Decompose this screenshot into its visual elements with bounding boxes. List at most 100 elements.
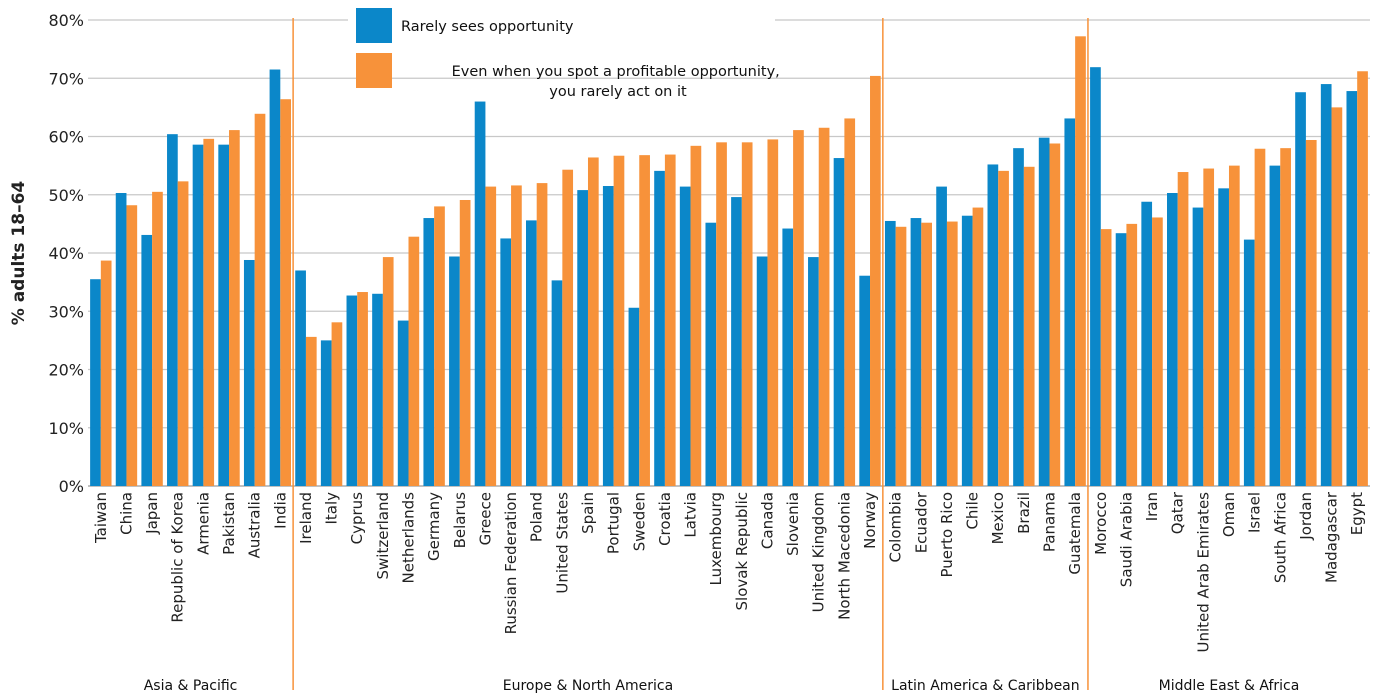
- bar-north-macedonia-rarely-sees: [833, 158, 845, 487]
- bar-south-africa-rarely-sees: [1269, 165, 1281, 486]
- category-label-armenia: Armenia: [194, 492, 212, 555]
- category-label-qatar: Qatar: [1169, 491, 1187, 534]
- bars: [90, 36, 1368, 487]
- bar-egypt-rarely-acts: [1357, 71, 1368, 486]
- bar-chile-rarely-sees: [961, 215, 973, 486]
- category-label-germany: Germany: [425, 492, 443, 561]
- bar-morocco-rarely-acts: [1100, 229, 1112, 486]
- bar-russian-federation-rarely-acts: [511, 185, 522, 486]
- bar-united-states-rarely-sees: [551, 280, 563, 486]
- bar-spain-rarely-sees: [577, 190, 588, 486]
- bar-netherlands-rarely-acts: [408, 236, 420, 486]
- y-tick-50: 50%: [48, 186, 84, 205]
- bar-guatemala-rarely-sees: [1064, 118, 1076, 486]
- bar-ireland-rarely-sees: [295, 270, 306, 486]
- bar-mexico-rarely-sees: [987, 164, 999, 486]
- bar-poland-rarely-acts: [536, 183, 548, 486]
- bar-qatar-rarely-sees: [1167, 193, 1178, 486]
- bar-latvia-rarely-sees: [679, 186, 691, 486]
- category-label-belarus: Belarus: [451, 492, 469, 549]
- bar-luxembourg-rarely-sees: [705, 222, 717, 486]
- bar-japan-rarely-sees: [141, 234, 153, 486]
- category-label-portugal: Portugal: [605, 492, 623, 554]
- category-label-canada: Canada: [758, 492, 776, 549]
- bar-belarus-rarely-acts: [459, 199, 471, 486]
- bar-israel-rarely-sees: [1243, 239, 1255, 486]
- region-label-middle-east-africa: Middle East & Africa: [1159, 678, 1300, 694]
- legend-label-rarely-acts-line1: Even when you spot a profitable opportun…: [452, 64, 780, 80]
- bar-netherlands-rarely-sees: [397, 320, 409, 486]
- category-label-iran: Iran: [1143, 492, 1161, 521]
- y-tick-labels: 0% 10% 20% 30% 40% 50% 60% 70% 80%: [48, 11, 84, 496]
- bar-poland-rarely-sees: [526, 220, 537, 486]
- bar-portugal-rarely-acts: [613, 155, 625, 486]
- bar-south-africa-rarely-acts: [1280, 148, 1291, 486]
- bar-brazil-rarely-acts: [1023, 166, 1035, 487]
- bar-madagascar-rarely-sees: [1320, 84, 1332, 486]
- bar-switzerland-rarely-sees: [372, 293, 383, 486]
- bar-sweden-rarely-sees: [628, 307, 640, 486]
- bar-canada-rarely-sees: [756, 256, 768, 486]
- bar-taiwan-rarely-sees: [90, 279, 101, 486]
- bar-india-rarely-sees: [269, 69, 281, 486]
- bar-croatia-rarely-sees: [654, 170, 665, 486]
- bar-slovenia-rarely-sees: [782, 228, 794, 486]
- y-tick-0: 0%: [59, 477, 84, 496]
- bar-ireland-rarely-acts: [305, 336, 317, 486]
- category-label-brazil: Brazil: [1015, 492, 1033, 534]
- bar-united-states-rarely-acts: [562, 169, 574, 486]
- legend-label-rarely-sees-opportunity: Rarely sees opportunity: [401, 19, 574, 35]
- category-label-puerto-rico: Puerto Rico: [938, 492, 956, 578]
- bar-egypt-rarely-sees: [1346, 91, 1358, 486]
- category-label-ecuador: Ecuador: [912, 491, 930, 553]
- bar-japan-rarely-acts: [152, 191, 163, 486]
- bar-armenia-rarely-sees: [192, 144, 204, 486]
- category-label-pakistan: Pakistan: [220, 492, 238, 555]
- bar-belarus-rarely-sees: [449, 256, 460, 486]
- bar-israel-rarely-acts: [1254, 148, 1266, 487]
- y-tick-60: 60%: [48, 128, 84, 147]
- category-label-spain: Spain: [579, 492, 597, 534]
- category-label-republic-of-korea: Republic of Korea: [169, 492, 187, 623]
- category-label-croatia: Croatia: [656, 492, 674, 546]
- category-label-latvia: Latvia: [682, 492, 700, 538]
- category-label-italy: Italy: [323, 492, 341, 525]
- bar-united-arab-emirates-rarely-acts: [1203, 168, 1215, 486]
- category-label-russian-federation: Russian Federation: [502, 492, 520, 634]
- category-label-netherlands: Netherlands: [400, 492, 418, 584]
- bar-jordan-rarely-acts: [1305, 139, 1317, 486]
- bar-saudi-arabia-rarely-sees: [1115, 233, 1127, 486]
- category-label-saudi-arabia: Saudi Arabia: [1117, 492, 1135, 587]
- bar-puerto-rico-rarely-acts: [946, 221, 958, 487]
- bar-norway-rarely-sees: [859, 275, 871, 486]
- bar-mexico-rarely-acts: [998, 170, 1009, 486]
- bar-portugal-rarely-sees: [602, 186, 614, 486]
- bar-panama-rarely-sees: [1038, 137, 1050, 487]
- category-label-japan: Japan: [143, 492, 161, 535]
- bar-taiwan-rarely-acts: [100, 260, 112, 486]
- category-label-morocco: Morocco: [1092, 492, 1110, 555]
- bar-italy-rarely-sees: [320, 340, 332, 486]
- bar-oman-rarely-acts: [1228, 165, 1240, 486]
- legend-label-rarely-acts: Even when you spot a profitable opportun…: [452, 64, 785, 100]
- bar-jordan-rarely-sees: [1295, 92, 1306, 486]
- category-label-madagascar: Madagascar: [1323, 491, 1341, 583]
- bar-china-rarely-acts: [126, 205, 138, 487]
- bar-united-kingdom-rarely-sees: [808, 257, 819, 486]
- bar-colombia-rarely-sees: [884, 220, 896, 486]
- bar-qatar-rarely-acts: [1177, 172, 1189, 486]
- bar-italy-rarely-acts: [331, 322, 343, 486]
- bar-brazil-rarely-sees: [1013, 148, 1024, 486]
- bar-republic-of-korea-rarely-acts: [177, 181, 189, 487]
- bar-ecuador-rarely-acts: [921, 222, 932, 486]
- region-labels: Asia & Pacific Europe & North America Lati…: [144, 678, 1300, 694]
- bar-norway-rarely-acts: [870, 75, 881, 487]
- category-label-oman: Oman: [1220, 492, 1238, 537]
- bar-canada-rarely-acts: [767, 139, 779, 486]
- legend-swatch-rarely-sees-opportunity: [356, 8, 392, 43]
- bar-luxembourg-rarely-acts: [716, 142, 727, 486]
- bar-pakistan-rarely-sees: [218, 144, 230, 486]
- bar-united-kingdom-rarely-acts: [818, 127, 830, 486]
- category-label-israel: Israel: [1246, 492, 1264, 533]
